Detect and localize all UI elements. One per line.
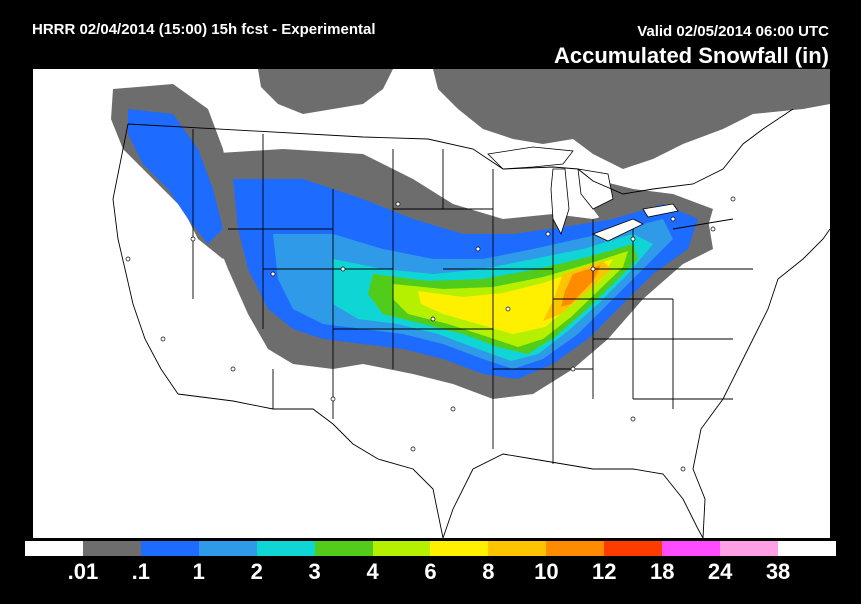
- lake-huron: [577, 168, 614, 210]
- city-marker: [190, 236, 196, 242]
- city-markers: [125, 196, 736, 472]
- legend-label: 12: [592, 559, 617, 584]
- legend-label: 1: [192, 559, 205, 584]
- legend-swatch: [720, 541, 778, 556]
- mexico-border: [177, 393, 444, 538]
- legend-label: .1: [131, 559, 151, 584]
- valid-time: Valid 02/05/2014 06:00 UTC: [637, 23, 829, 40]
- legend-label: 18: [649, 559, 675, 584]
- legend-swatch: [198, 541, 257, 556]
- city-marker: [230, 366, 236, 372]
- west-coast: [112, 123, 179, 395]
- city-marker: [730, 196, 736, 202]
- city-marker: [395, 201, 401, 207]
- city-marker: [410, 446, 416, 452]
- lake-erie: [591, 218, 644, 242]
- city-marker: [125, 256, 131, 262]
- legend-label: 6: [424, 559, 437, 584]
- canada-border: [127, 108, 794, 195]
- snow-area-canada-west: [258, 69, 393, 114]
- snow-area-blue-west: [128, 109, 223, 244]
- city-marker: [270, 271, 276, 277]
- run-info: HRRR 02/04/2014 (15:00) 15h fcst - Exper…: [32, 21, 376, 38]
- legend-swatch: [604, 541, 663, 556]
- legend-label: .01: [67, 559, 99, 584]
- legend-swatch: [662, 541, 721, 556]
- snow-areas: [111, 69, 830, 399]
- legend-swatch: [777, 541, 836, 556]
- legend-swatch: [314, 541, 373, 556]
- city-marker: [680, 466, 686, 472]
- lake-superior: [487, 146, 574, 170]
- city-marker: [160, 336, 166, 342]
- snowfall-map: [33, 69, 830, 538]
- state-lines: [192, 129, 753, 464]
- legend-label: 8: [482, 559, 495, 584]
- legend-label: 24: [707, 559, 733, 584]
- color-legend: [25, 541, 836, 556]
- city-marker: [340, 266, 346, 272]
- city-marker: [450, 406, 456, 412]
- lake-michigan: [550, 168, 570, 236]
- legend-label: 10: [534, 559, 559, 584]
- city-marker: [630, 236, 636, 242]
- city-marker: [545, 231, 551, 237]
- boundaries: [112, 108, 830, 538]
- legend-swatch: [256, 541, 315, 556]
- legend-swatch: [140, 541, 199, 556]
- city-marker: [710, 226, 716, 232]
- city-marker: [330, 396, 336, 402]
- snow-area-12in: [561, 265, 601, 307]
- gulf-coast: [442, 453, 704, 538]
- legend-label: 3: [308, 559, 321, 584]
- city-marker: [570, 366, 576, 372]
- legend-labels: .01.1 1 2 3 4 6 8 10 12 18 24 38: [25, 559, 836, 589]
- city-marker: [590, 266, 596, 272]
- legend-swatch: [546, 541, 605, 556]
- snow-area-canada-east: [433, 69, 830, 169]
- legend-label: 4: [366, 559, 379, 584]
- lake-ontario: [642, 203, 679, 218]
- legend-label: 38: [765, 559, 791, 584]
- city-marker: [670, 216, 676, 222]
- city-marker: [430, 316, 436, 322]
- legend-label: 2: [250, 559, 263, 584]
- city-marker: [475, 246, 481, 252]
- legend-swatch: [82, 541, 141, 556]
- city-marker: [505, 306, 511, 312]
- city-marker: [630, 416, 636, 422]
- map-title: Accumulated Snowfall (in): [553, 43, 829, 68]
- legend-swatch: [372, 541, 431, 556]
- map-canvas: [111, 69, 830, 538]
- legend-swatch: [430, 541, 489, 556]
- legend-swatch: [488, 541, 547, 556]
- great-lakes: [487, 146, 679, 242]
- legend-swatch: [25, 541, 83, 556]
- east-coast: [692, 228, 830, 538]
